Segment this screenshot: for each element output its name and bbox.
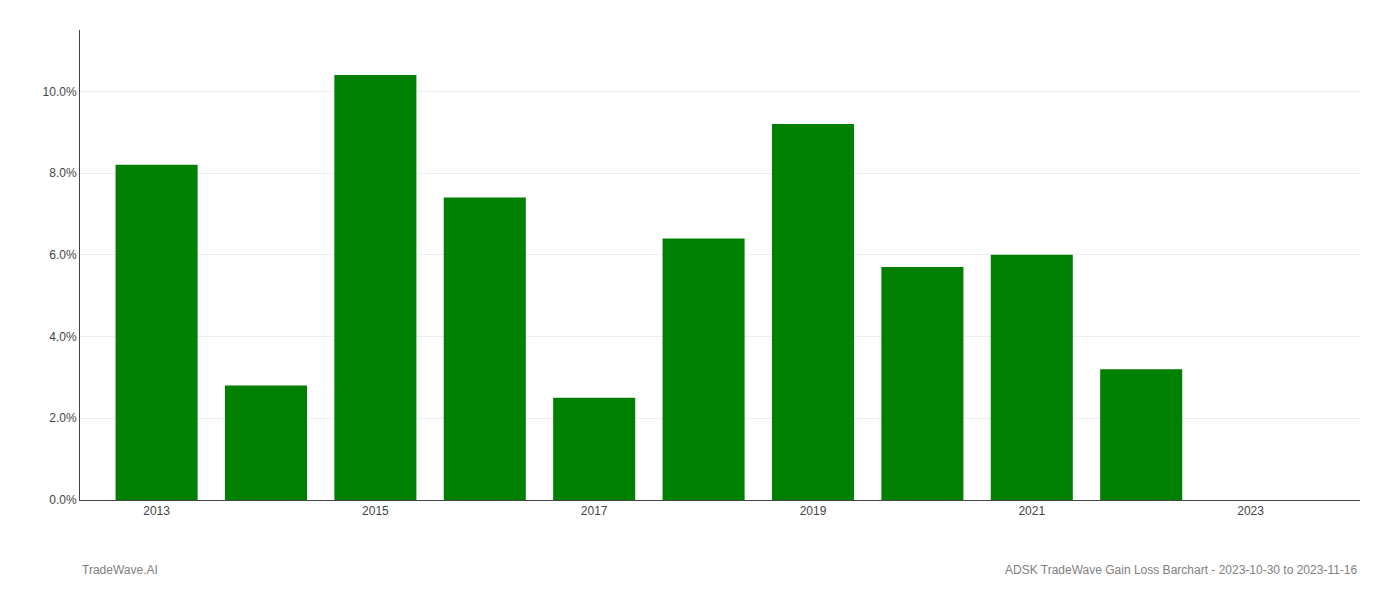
svg-text:2021: 2021 [1018, 504, 1045, 518]
svg-text:4.0%: 4.0% [49, 330, 77, 344]
svg-text:TradeWave.AI: TradeWave.AI [82, 563, 158, 577]
svg-text:2019: 2019 [800, 504, 827, 518]
svg-text:6.0%: 6.0% [49, 248, 77, 262]
svg-text:2.0%: 2.0% [49, 411, 77, 425]
svg-text:0.0%: 0.0% [49, 493, 77, 507]
svg-text:2017: 2017 [581, 504, 608, 518]
svg-text:8.0%: 8.0% [49, 166, 77, 180]
svg-text:10.0%: 10.0% [43, 85, 77, 99]
svg-text:2013: 2013 [143, 504, 170, 518]
svg-text:2015: 2015 [362, 504, 389, 518]
svg-text:2023: 2023 [1237, 504, 1264, 518]
svg-text:ADSK TradeWave Gain Loss Barch: ADSK TradeWave Gain Loss Barchart - 2023… [1005, 563, 1358, 577]
